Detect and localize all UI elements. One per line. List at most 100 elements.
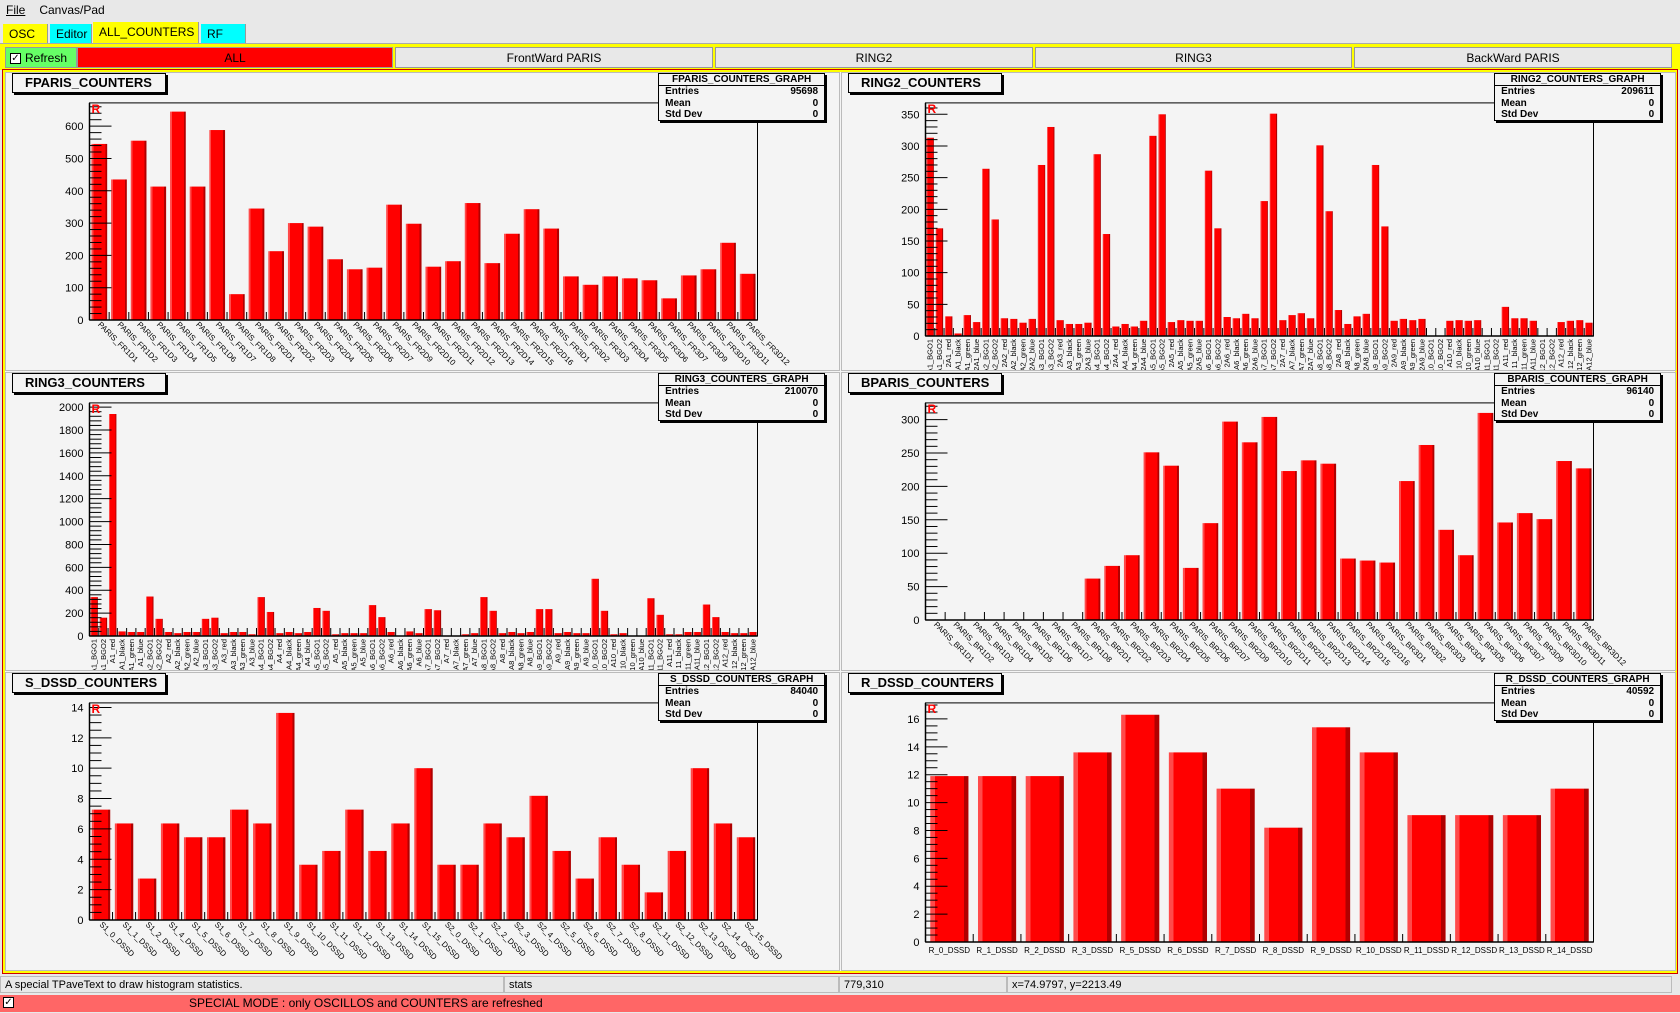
bar: [331, 634, 340, 636]
bar: [1065, 323, 1074, 336]
ring3-button[interactable]: RING3: [1035, 47, 1352, 68]
special-mode-checkbox[interactable]: ✓: [3, 997, 14, 1008]
bar: [387, 631, 395, 636]
bar: [1371, 164, 1380, 336]
bar: [526, 631, 534, 636]
bar: [1176, 320, 1185, 336]
stats-box[interactable]: BPARIS_COUNTERS_GRAPH Entries 96140 Mean 0 St…: [1494, 373, 1662, 421]
x-tick-label: A7_blue: [470, 639, 479, 667]
x-tick-label: 12_black: [1566, 339, 1575, 369]
status-pixel: 779,310: [839, 976, 1007, 993]
stats-box[interactable]: S_DSSD_COUNTERS_GRAPH Entries 84040 Mean 0 St…: [658, 673, 826, 721]
x-tick-label: A1_BGO2: [99, 639, 108, 671]
histogram-pad-fparis-counters[interactable]: PARIS_FR1D1 PARIS_FR1D2 PARIS_FR1D3 PARIS_F…: [5, 72, 840, 371]
stats-box[interactable]: RING2_COUNTERS_GRAPH Entries 209611 Mean 0 St…: [1494, 73, 1662, 121]
tab-editor[interactable]: Editor: [50, 24, 92, 44]
x-tick-label: A4_BGO1: [257, 639, 266, 671]
x-tick-label: A10_red: [609, 639, 618, 667]
bar: [248, 634, 256, 636]
x-tick-label: A2_black: [173, 639, 182, 670]
histogram-title[interactable]: RING3_COUNTERS: [12, 373, 167, 393]
x-tick-label: 10_black: [1454, 339, 1463, 369]
stats-value: 96140: [1626, 386, 1655, 397]
stats-value: 0: [1648, 709, 1655, 720]
menu-canvas-pad[interactable]: Canvas/Pad: [39, 3, 105, 17]
x-tick-label: R_6_DSSD: [1167, 946, 1209, 955]
all-button[interactable]: ALL: [77, 47, 393, 68]
histogram-title[interactable]: R_DSSD_COUNTERS: [848, 673, 1003, 693]
stats-row-stddev: Std Dev 0: [1495, 709, 1660, 721]
menu-file[interactable]: File: [6, 3, 26, 17]
frontward-paris-button[interactable]: FrontWard PARIS: [395, 47, 713, 68]
bar: [1529, 320, 1537, 336]
stats-value: 0: [812, 409, 819, 420]
x-tick-label: A5_BGO2: [322, 639, 331, 671]
x-tick-label: 10_black: [618, 639, 627, 669]
bar: [647, 598, 655, 636]
x-tick-label: A7_green: [461, 639, 470, 671]
y-tick-label: 600: [65, 562, 83, 574]
stats-label: Std Dev: [1501, 709, 1539, 720]
bar: [1557, 322, 1565, 336]
histogram-pad-ring3-counters[interactable]: A1_BGO1 A1_BGO2 A1_red A1_black A1_green A1_b…: [5, 372, 840, 671]
bar: [1359, 560, 1376, 620]
bar: [535, 609, 544, 636]
bar: [366, 267, 383, 320]
histogram-pad-r-dssd-counters[interactable]: R_0_DSSD R_1_DSSD R_2_DSSD R_3_DSSD R_5_DSSD…: [841, 672, 1676, 971]
checkbox-icon[interactable]: ✓: [10, 53, 21, 65]
bar: [1216, 788, 1255, 942]
bar: [146, 596, 154, 636]
bar: [327, 259, 343, 320]
ring2-button[interactable]: RING2: [715, 47, 1033, 68]
histogram-title[interactable]: S_DSSD_COUNTERS: [12, 673, 167, 693]
bar: [954, 333, 962, 336]
histogram-pad-s-dssd-counters[interactable]: S1_0_DSSD S1_1_DSSD S1_2_DSSD S1_4_DSSD S1_5…: [5, 672, 840, 971]
bar: [346, 269, 363, 320]
x-tick-label: A5_blue: [359, 639, 368, 667]
y-tick-label: 800: [65, 539, 83, 551]
bar: [1398, 481, 1415, 620]
histogram-title[interactable]: BPARIS_COUNTERS: [848, 373, 1003, 393]
bar: [209, 130, 226, 320]
y-tick-label: 300: [65, 218, 83, 230]
stats-value: 0: [1648, 409, 1655, 420]
x-tick-label: 10_BGO1: [1427, 339, 1436, 371]
histogram-title[interactable]: FPARIS_COUNTERS: [12, 73, 167, 93]
histogram-pad-bparis-counters[interactable]: PARIS_BR1D1 PARIS_BR1D2 PARIS_BR1D3 PARIS_B…: [841, 372, 1676, 671]
tab-rf[interactable]: RF: [201, 24, 246, 44]
x-tick-label: A8_black: [1343, 339, 1352, 370]
tab-osc[interactable]: OSC: [3, 24, 48, 44]
x-tick-label: A5_BGO1: [1148, 339, 1157, 371]
bar: [991, 219, 999, 336]
tab-all-counters[interactable]: ALL_COUNTERS: [93, 22, 199, 44]
bar: [1214, 228, 1222, 336]
stats-box[interactable]: RING3_COUNTERS_GRAPH Entries 210070 Mean 0 St…: [658, 373, 826, 421]
bar: [257, 597, 265, 636]
refresh-checkbox[interactable]: ✓ Refresh: [5, 47, 77, 68]
root-canvas[interactable]: PARIS_FR1D1 PARIS_FR1D2 PARIS_FR1D3 PARIS_F…: [2, 69, 1678, 974]
bar: [1047, 126, 1055, 336]
bar: [1510, 318, 1519, 336]
x-tick-label: A8_BGO2: [489, 639, 498, 671]
r-marker: R: [91, 101, 101, 116]
bar: [1281, 471, 1297, 620]
x-tick-label: 2A6_red: [1223, 339, 1232, 367]
stats-box[interactable]: FPARIS_COUNTERS_GRAPH Entries 95698 Mean 0 St…: [658, 73, 826, 121]
stats-label: Mean: [1501, 97, 1527, 109]
x-tick-label: R_1_DSSD: [976, 946, 1018, 955]
histogram-title[interactable]: RING2_COUNTERS: [848, 73, 1003, 93]
y-tick-label: 300: [901, 415, 919, 427]
backward-paris-button[interactable]: BackWard PARIS: [1354, 47, 1672, 68]
bar: [206, 837, 226, 920]
bar: [483, 823, 502, 920]
bar: [189, 186, 206, 320]
x-tick-label: 2A2_red: [1000, 339, 1009, 367]
bar: [498, 633, 507, 636]
stats-box[interactable]: R_DSSD_COUNTERS_GRAPH Entries 40592 Mean 0 St…: [1494, 673, 1662, 721]
histogram-pad-ring2-counters[interactable]: A1_BGO1 A1_BGO2 2A1_red A1_black A1_green 2A1…: [841, 72, 1676, 371]
y-tick-label: 50: [907, 299, 919, 311]
bar: [1497, 522, 1513, 620]
x-tick-label: A10_red: [1445, 339, 1454, 367]
y-tick-label: 14: [907, 742, 919, 754]
bar: [489, 610, 497, 636]
